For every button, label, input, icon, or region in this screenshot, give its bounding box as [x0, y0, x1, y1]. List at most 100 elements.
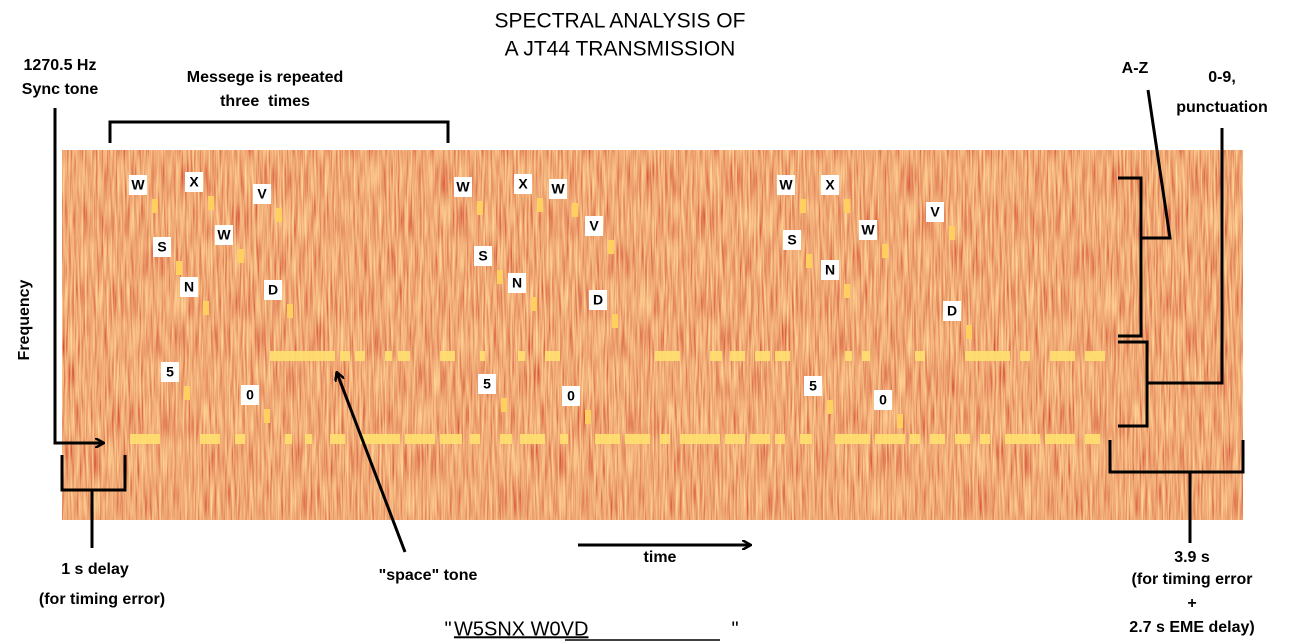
letter-box: [454, 177, 472, 197]
tone-dash: [531, 297, 537, 311]
tone-dash: [806, 254, 812, 268]
letter-label: 5: [166, 364, 174, 380]
end-label: 2.7 s EME delay): [1129, 619, 1254, 636]
letter-box: [514, 174, 532, 194]
tone-dash: [595, 434, 620, 444]
tone-dash: [775, 351, 790, 361]
tone-dash: [560, 434, 568, 444]
sync-label: 1270.5 Hz: [24, 57, 97, 74]
letter-label: 0: [567, 388, 575, 404]
tone-dash: [980, 434, 990, 444]
tones: [130, 196, 1105, 444]
tone-dash: [955, 434, 970, 444]
title: SPECTRAL ANALYSIS OF: [495, 10, 746, 33]
letter-label: 0: [246, 387, 254, 403]
end-label: +: [1187, 595, 1196, 612]
letter-box: [180, 277, 198, 297]
letter-box: [859, 220, 877, 240]
letter-label: D: [268, 282, 278, 298]
tone-dash: [862, 351, 870, 361]
letter-box: [589, 290, 607, 310]
letter-label: N: [825, 262, 835, 278]
tone-dash: [360, 434, 400, 444]
tone-dash: [208, 196, 214, 210]
tone-dash: [152, 199, 158, 213]
tone-dash: [625, 434, 650, 444]
tone-dash: [518, 351, 525, 361]
az-bracket: [1118, 176, 1143, 338]
message-quote: ": [731, 618, 738, 640]
tone-dash: [608, 240, 614, 254]
tone-dash: [680, 434, 720, 444]
letter-label: D: [947, 303, 957, 319]
tone-dash: [1050, 351, 1075, 361]
annotations: [53, 89, 1245, 553]
tone-dash: [800, 199, 806, 213]
letter-label: V: [589, 218, 599, 234]
tone-dash: [203, 301, 209, 315]
letter-label: 0: [879, 392, 887, 408]
tone-dash: [882, 244, 888, 258]
letter-box: [153, 237, 171, 257]
tone-dash: [750, 434, 770, 444]
tone-dash: [585, 410, 591, 424]
tone-dash: [949, 226, 955, 240]
letter-box: [508, 273, 526, 293]
tone-dash: [385, 351, 392, 361]
tone-dash: [130, 434, 160, 444]
letter-label: D: [593, 292, 603, 308]
letter-label: S: [787, 232, 796, 248]
letter-label: W: [779, 177, 793, 193]
letter-label: W: [456, 179, 470, 195]
tone-dash: [176, 261, 182, 275]
message: W5SNX W0VD: [454, 618, 588, 640]
tone-dash: [238, 249, 244, 263]
tone-dash: [520, 434, 545, 444]
letter-box: [161, 362, 179, 382]
tone-dash: [340, 351, 350, 361]
tone-dash: [270, 351, 300, 361]
letter-label: V: [257, 186, 267, 202]
tone-dash: [305, 434, 312, 444]
letter-box: [804, 376, 822, 396]
tone-dash: [470, 434, 480, 444]
y-axis-label: Frequency: [16, 279, 33, 360]
x-axis-label: time: [644, 549, 677, 566]
message-quote: ": [444, 618, 451, 640]
letter-box: [185, 172, 203, 192]
delay-label: 1 s delay: [61, 561, 129, 578]
end-label: 3.9 s: [1174, 549, 1210, 566]
letter-box: [821, 175, 839, 195]
letter-box: [783, 230, 801, 250]
title: A JT44 TRANSMISSION: [505, 38, 736, 61]
tone-dash: [845, 351, 852, 361]
letter-label: W: [217, 227, 231, 243]
letter-label: W: [861, 222, 875, 238]
letter-box: [241, 385, 259, 405]
spectrogram-noise: [62, 150, 1243, 520]
repeat-bracket: [108, 120, 450, 143]
letter-label: X: [518, 176, 528, 192]
letter-box: [478, 374, 496, 394]
letter-box: [264, 280, 282, 300]
letter-box: [943, 301, 961, 321]
tone-dash: [184, 386, 190, 400]
letter-label: S: [478, 248, 487, 264]
letter-box: [129, 175, 147, 195]
tone-dash: [800, 434, 812, 444]
letter-box: [777, 175, 795, 195]
tone-dash: [480, 351, 485, 361]
tone-dash: [200, 434, 220, 444]
tone-dash: [235, 434, 245, 444]
tone-dash: [612, 314, 618, 328]
tone-dash: [827, 400, 833, 414]
delay-label: (for timing error): [39, 591, 165, 608]
letter-box: [549, 179, 567, 199]
letter-box: [474, 246, 492, 266]
letter-label: V: [930, 204, 940, 220]
tone-dash: [355, 351, 365, 361]
letter-box: [585, 216, 603, 236]
sync-label: Sync tone: [22, 81, 99, 98]
letter-box: [874, 390, 892, 410]
end-bracket: [1108, 440, 1245, 474]
